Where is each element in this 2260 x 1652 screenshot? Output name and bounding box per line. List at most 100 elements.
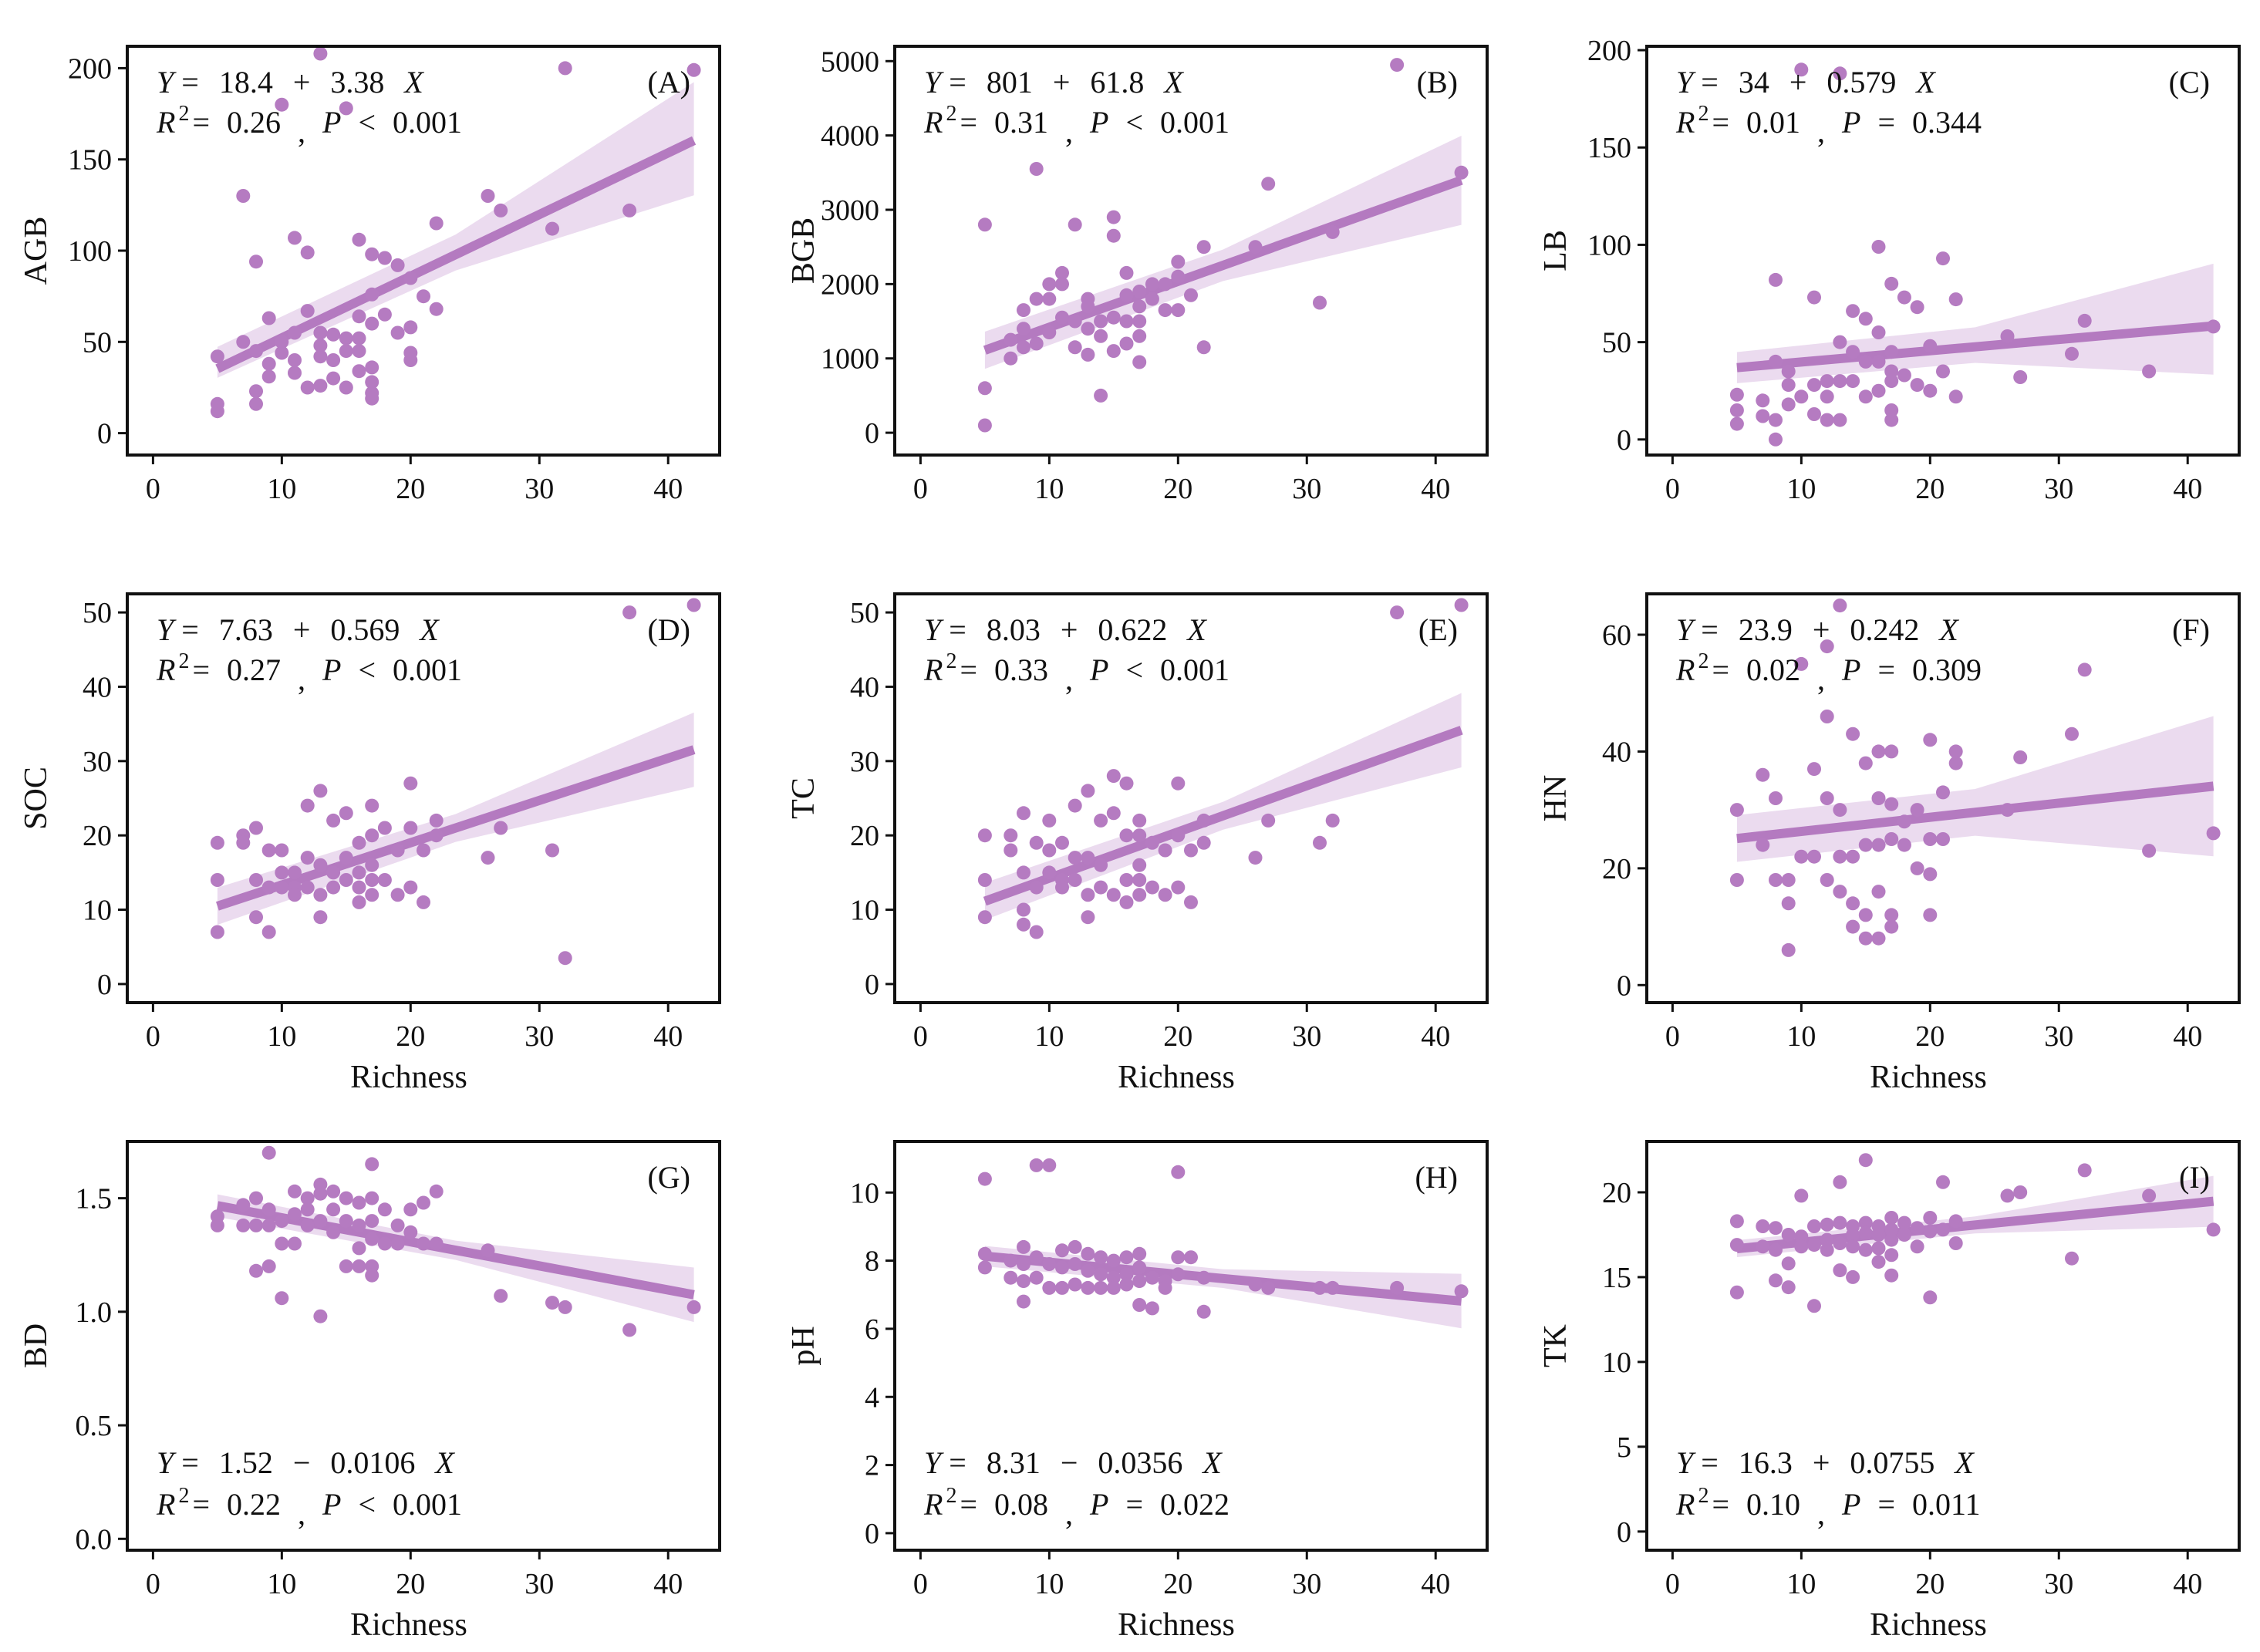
equation-token: = xyxy=(960,1487,977,1522)
equation-token: < xyxy=(1125,652,1143,687)
data-point xyxy=(1325,1280,1340,1295)
data-point xyxy=(1106,344,1121,359)
data-point xyxy=(1781,397,1796,412)
data-point xyxy=(326,371,341,386)
y-tick-label: 20 xyxy=(1602,1177,1631,1209)
y-tick-label: 15 xyxy=(1602,1262,1631,1294)
data-point xyxy=(481,851,495,865)
data-point xyxy=(275,880,289,895)
data-point xyxy=(429,1184,444,1199)
data-point xyxy=(1858,1215,1873,1230)
data-point xyxy=(261,356,276,371)
y-axis-label: LB xyxy=(1538,230,1574,271)
equation-line-1: Y = 8.03 +0.622 X xyxy=(924,612,1207,647)
equation-token: , xyxy=(1817,114,1825,149)
data-point xyxy=(429,1236,444,1251)
equation-token: = xyxy=(1712,105,1729,140)
equation-token: X xyxy=(1914,65,1936,99)
equation-token: 2 xyxy=(946,649,956,673)
y-tick-label: 20 xyxy=(83,820,112,852)
equation-token: P xyxy=(322,652,341,687)
data-point xyxy=(249,873,263,887)
data-point xyxy=(1948,756,1963,770)
y-tick-label: 60 xyxy=(1602,619,1631,652)
data-point xyxy=(1756,393,1770,408)
data-point xyxy=(1106,1253,1121,1268)
data-point xyxy=(403,1225,418,1239)
data-point xyxy=(1055,310,1069,325)
equation-line-2: R 2 = 0.31, P <0.001 xyxy=(923,102,1230,149)
data-point xyxy=(326,880,341,895)
data-point xyxy=(1833,803,1847,818)
equation-line-1: Y = 16.3 +0.0755 X xyxy=(1676,1445,1975,1480)
equation-token: X xyxy=(1162,65,1184,99)
data-point xyxy=(403,821,418,835)
data-point xyxy=(1106,310,1121,325)
x-tick-label: 10 xyxy=(267,1568,296,1600)
data-point xyxy=(1923,383,1938,398)
data-point xyxy=(977,1260,992,1275)
data-point xyxy=(1029,835,1044,850)
equation-token: 0.011 xyxy=(1912,1487,1981,1522)
x-tick-label: 30 xyxy=(525,1568,554,1600)
data-point xyxy=(977,1172,992,1186)
data-point xyxy=(1807,378,1821,393)
equation-token: X xyxy=(418,612,440,647)
equation-token: = xyxy=(1701,612,1719,647)
data-point xyxy=(1884,276,1899,291)
equation-line-1: Y = 801 +61.8 X xyxy=(924,65,1184,99)
y-tick-label: 100 xyxy=(68,235,112,268)
data-point xyxy=(1769,1242,1783,1257)
equation-token: P xyxy=(1841,652,1860,687)
y-tick-label: 1.0 xyxy=(76,1296,113,1329)
data-point xyxy=(1781,942,1796,957)
panel-title: (E) xyxy=(1418,612,1458,647)
data-point xyxy=(1017,340,1030,355)
equation-token: = xyxy=(1701,1445,1719,1480)
data-point xyxy=(1794,1188,1809,1203)
y-tick-label: 0 xyxy=(865,969,879,1001)
plot-frame xyxy=(893,592,1489,1004)
equation-token: , xyxy=(298,662,305,696)
data-point xyxy=(1756,409,1770,423)
data-point xyxy=(977,1246,992,1261)
data-point xyxy=(326,1184,341,1199)
data-point xyxy=(1171,1267,1186,1282)
panel-title: (G) xyxy=(647,1160,690,1195)
data-point xyxy=(1017,303,1030,318)
equation-token: = xyxy=(960,652,977,687)
equation-token: − xyxy=(1061,1445,1078,1480)
data-point xyxy=(1807,407,1821,421)
data-point xyxy=(2206,1222,2221,1237)
data-point xyxy=(313,349,328,364)
data-point xyxy=(339,380,353,395)
data-point xyxy=(1017,865,1030,880)
data-point xyxy=(1858,389,1873,404)
data-point xyxy=(1184,288,1198,302)
data-point xyxy=(1884,364,1899,379)
data-point xyxy=(1833,1236,1847,1250)
equation-line-2: R 2 = 0.08, P = 0.022 xyxy=(923,1484,1230,1531)
data-point xyxy=(377,1236,392,1251)
data-point xyxy=(622,605,637,620)
data-point xyxy=(1119,1267,1134,1282)
data-point xyxy=(1042,813,1057,828)
x-tick-label: 10 xyxy=(1034,1020,1064,1053)
data-point xyxy=(429,216,444,231)
y-tick-label: 50 xyxy=(83,597,112,629)
data-point xyxy=(1833,374,1847,389)
data-point xyxy=(1171,776,1186,791)
equation-token: P xyxy=(322,1487,341,1522)
data-point xyxy=(365,873,379,887)
data-point xyxy=(622,1323,637,1337)
data-point xyxy=(1068,1239,1082,1254)
data-point xyxy=(2065,727,2079,741)
data-point xyxy=(1081,1263,1095,1278)
y-tick-label: 4 xyxy=(865,1381,879,1414)
equation-line-2: R 2 = 0.10, P = 0.011 xyxy=(1675,1484,1981,1531)
data-point xyxy=(1756,1219,1770,1233)
data-point xyxy=(1094,1280,1108,1295)
data-point xyxy=(1820,873,1834,887)
